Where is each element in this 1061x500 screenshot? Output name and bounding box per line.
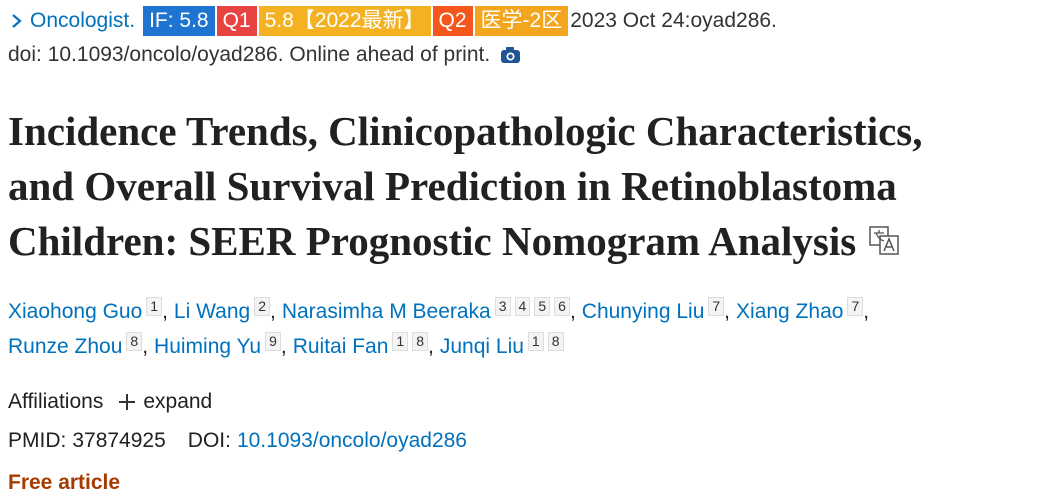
affiliations-row: Affiliations expand [8, 390, 212, 414]
pmid: 37874925 [72, 429, 166, 452]
affiliation-ref[interactable]: 7 [708, 297, 725, 316]
author-name[interactable]: Ruitai Fan [292, 335, 389, 358]
author: Huiming Yu 9, [154, 332, 293, 359]
separator: , [162, 300, 168, 323]
badge[interactable]: IF: 5.8 [143, 6, 215, 36]
separator: , [269, 300, 276, 323]
affiliation-ref[interactable]: 1 [146, 297, 163, 316]
author-name[interactable]: Li Wang [173, 300, 251, 323]
affiliation-ref[interactable]: 4 [514, 297, 531, 316]
separator: , [569, 300, 576, 323]
separator: , [863, 300, 870, 323]
separator: , [724, 300, 731, 323]
affiliation-ref[interactable]: 3 [494, 297, 511, 316]
badges: IF: 5.8 Q1 5.8【2022最新】 Q2 医学-2区 [143, 6, 570, 36]
plus-icon[interactable] [117, 392, 139, 412]
author: Runze Zhou 8, [8, 332, 154, 359]
doi-text: doi: 10.1093/oncolo/oyad286. Online ahea… [8, 43, 491, 66]
author: Xiang Zhao 7, [736, 297, 875, 324]
affiliations-label: Affiliations [8, 390, 104, 413]
pmid-label: PMID: [8, 429, 67, 452]
chevron-icon [12, 14, 22, 28]
affiliation-ref[interactable]: 8 [412, 332, 429, 351]
doi-link[interactable]: 10.1093/oncolo/oyad286 [236, 429, 467, 452]
badge[interactable]: 5.8【2022最新】 [258, 6, 431, 36]
badge[interactable]: Q2 [432, 6, 473, 36]
article-title: Incidence Trends, Clinicopathologic Char… [8, 104, 923, 269]
doi-line: doi: 10.1093/oncolo/oyad286. Online ahea… [8, 43, 522, 67]
author: Li Wang 2, [173, 297, 282, 324]
author-name[interactable]: Junqi Liu [439, 335, 524, 358]
affiliation-ref[interactable]: 8 [547, 332, 564, 351]
author: Narasimha M Beeraka 3 4 5 6, [281, 297, 582, 324]
author-name[interactable]: Huiming Yu [154, 335, 262, 358]
affiliation-ref[interactable]: 1 [392, 332, 409, 351]
title-line: Incidence Trends, Clinicopathologic Char… [8, 108, 923, 154]
author-name[interactable]: Xiaohong Guo [8, 300, 143, 323]
title-line: and Overall Survival Prediction in Retin… [8, 163, 897, 209]
identifiers-row: PMID: 37874925 DOI: 10.1093/oncolo/oyad2… [8, 429, 467, 453]
affiliation-ref[interactable]: 9 [265, 332, 281, 351]
author: Chunying Liu 7, [581, 297, 736, 324]
affiliation-ref[interactable]: 2 [254, 297, 270, 316]
translate-icon[interactable] [868, 225, 902, 257]
title-line: Children: SEER Prognostic Nomogram Analy… [8, 214, 923, 269]
author-name[interactable]: Chunying Liu [581, 300, 705, 323]
affiliation-ref[interactable]: 7 [847, 297, 864, 316]
citation-line: Oncologist. IF: 5.8 Q1 5.8【2022最新】 Q2 医学-2区 … [8, 6, 777, 36]
pub-date: 2023 Oct 24:oyad286. [570, 9, 777, 32]
doi-label: DOI: [187, 429, 231, 452]
free-article: Free article [8, 471, 121, 494]
author-name[interactable]: Narasimha M Beeraka [281, 300, 491, 323]
author-name[interactable]: Xiang Zhao [736, 300, 844, 323]
separator: , [280, 335, 287, 358]
author: Xiaohong Guo 1, [8, 297, 174, 324]
camera-icon[interactable] [500, 45, 522, 65]
separator: , [142, 335, 149, 358]
affiliation-ref[interactable]: 5 [534, 297, 551, 316]
affiliation-ref[interactable]: 6 [554, 297, 570, 316]
author: Junqi Liu 1 8 [439, 332, 564, 359]
author: Ruitai Fan 1 8, [292, 332, 440, 359]
author-name[interactable]: Runze Zhou [8, 335, 123, 358]
author-line: Xiaohong Guo 1, Li Wang 2, Narasimha M Beera… [8, 297, 875, 324]
affiliation-ref[interactable]: 8 [126, 332, 143, 351]
separator: , [428, 335, 434, 358]
expand-toggle[interactable]: expand [143, 390, 213, 413]
author-line: Runze Zhou 8, Huiming Yu 9, Ruitai Fan 1 8, Jun… [8, 332, 564, 359]
journal-link[interactable]: Oncologist. [30, 9, 136, 32]
badge[interactable]: Q1 [216, 6, 257, 36]
badge[interactable]: 医学-2区 [474, 6, 569, 36]
affiliation-ref[interactable]: 1 [527, 332, 544, 351]
